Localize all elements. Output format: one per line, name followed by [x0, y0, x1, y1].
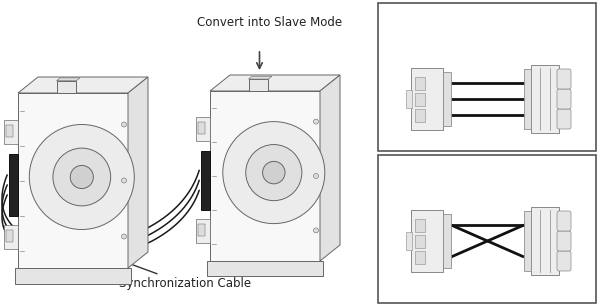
Text: ※  twisted cords: ※ twisted cords: [445, 280, 530, 290]
Circle shape: [29, 125, 134, 230]
Text: General Mode: General Mode: [386, 29, 464, 39]
Bar: [411, 210, 443, 272]
Bar: [531, 207, 559, 275]
Bar: [6, 230, 13, 242]
Bar: [524, 69, 531, 129]
Bar: [196, 219, 210, 243]
Text: Convert into Slave Mode: Convert into Slave Mode: [197, 16, 343, 29]
Bar: [248, 79, 268, 91]
FancyBboxPatch shape: [557, 211, 571, 231]
Bar: [4, 120, 18, 144]
Polygon shape: [320, 75, 340, 261]
Bar: [443, 214, 451, 268]
Text: Synchronization Cable: Synchronization Cable: [99, 252, 251, 290]
FancyBboxPatch shape: [557, 89, 571, 109]
Bar: [411, 68, 443, 130]
Bar: [378, 155, 596, 303]
Circle shape: [70, 166, 94, 188]
Bar: [14, 268, 131, 284]
Bar: [9, 154, 18, 215]
Bar: [206, 261, 323, 276]
Bar: [406, 90, 412, 108]
FancyBboxPatch shape: [557, 231, 571, 251]
Circle shape: [121, 178, 127, 183]
Polygon shape: [210, 91, 320, 261]
Circle shape: [314, 174, 319, 178]
Circle shape: [246, 144, 302, 201]
Bar: [6, 125, 13, 137]
Bar: [201, 151, 210, 210]
Bar: [56, 81, 76, 93]
Bar: [415, 219, 425, 232]
Bar: [4, 225, 18, 249]
Bar: [524, 211, 531, 271]
Bar: [415, 93, 425, 106]
Polygon shape: [210, 75, 340, 91]
Bar: [415, 77, 425, 90]
Bar: [443, 72, 451, 126]
Bar: [198, 224, 205, 236]
Bar: [198, 122, 205, 134]
Circle shape: [53, 148, 110, 206]
Bar: [378, 3, 596, 151]
Bar: [415, 235, 425, 248]
Bar: [415, 109, 425, 122]
Bar: [196, 117, 210, 141]
Polygon shape: [248, 76, 272, 79]
Circle shape: [121, 234, 127, 239]
FancyBboxPatch shape: [557, 251, 571, 271]
Text: Synchronization cable for: Synchronization cable for: [386, 163, 528, 173]
Text: Synchronization cable for: Synchronization cable for: [386, 11, 528, 21]
Text: Reverse Mode: Reverse Mode: [386, 181, 465, 191]
Circle shape: [314, 228, 319, 233]
Polygon shape: [18, 77, 148, 93]
Bar: [406, 232, 412, 250]
Circle shape: [314, 119, 319, 124]
Bar: [531, 65, 559, 133]
Bar: [415, 251, 425, 264]
Circle shape: [263, 161, 285, 184]
FancyBboxPatch shape: [557, 109, 571, 129]
Polygon shape: [18, 93, 128, 268]
Polygon shape: [128, 77, 148, 268]
Circle shape: [223, 121, 325, 224]
FancyBboxPatch shape: [557, 69, 571, 89]
Polygon shape: [56, 78, 80, 81]
Circle shape: [121, 122, 127, 127]
